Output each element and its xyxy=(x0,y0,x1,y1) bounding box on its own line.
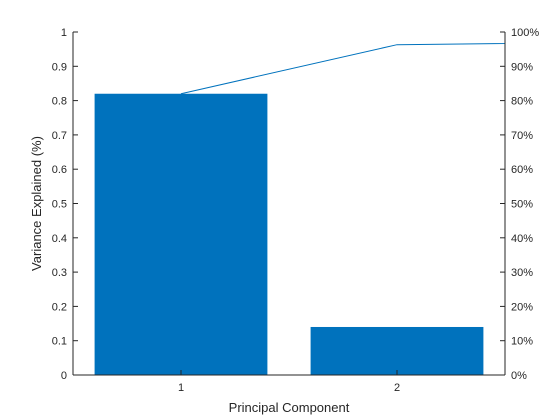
left-tick-label: 0.7 xyxy=(52,130,67,142)
bars-layer xyxy=(94,93,484,376)
bar-1 xyxy=(94,93,268,376)
right-tick-label: 60% xyxy=(511,164,533,176)
left-tick-label: 0.4 xyxy=(52,233,67,245)
x-axis-label: Principal Component xyxy=(229,400,350,415)
right-tick-label: 30% xyxy=(511,267,533,279)
left-tick-label: 0.3 xyxy=(52,267,67,279)
x-tick-label: 1 xyxy=(178,382,184,394)
left-tick-label: 0.2 xyxy=(52,301,67,313)
right-tick-label: 80% xyxy=(511,96,533,108)
x-tick-label: 2 xyxy=(394,382,400,394)
right-tick-label: 90% xyxy=(511,61,533,73)
left-tick-labels: 0 0.1 0.2 0.3 0.4 0.5 0.6 0.7 0.8 0.9 1 xyxy=(52,27,67,382)
right-tick-label: 50% xyxy=(511,199,533,211)
left-tick-label: 0.1 xyxy=(52,336,67,348)
left-tick-label: 1 xyxy=(61,27,67,39)
cumulative-line xyxy=(180,42,505,95)
right-tick-label: 100% xyxy=(511,27,539,39)
right-tick-label: 70% xyxy=(511,130,533,142)
y-axis-label: Variance Explained (%) xyxy=(29,136,44,271)
left-tick-label: 0.6 xyxy=(52,164,67,176)
axes-layer xyxy=(72,31,506,376)
right-tick-labels: 0% 10% 20% 30% 40% 50% 60% 70% 80% 90% 100% xyxy=(511,27,539,382)
left-tick-label: 0 xyxy=(61,370,67,382)
right-tick-label: 20% xyxy=(511,301,533,313)
left-tick-label: 0.8 xyxy=(52,96,67,108)
left-tick-label: 0.5 xyxy=(52,199,67,211)
right-tick-label: 0% xyxy=(511,370,527,382)
left-tick-label: 0.9 xyxy=(52,61,67,73)
right-tick-label: 10% xyxy=(511,336,533,348)
cumulative-line-layer xyxy=(180,42,505,95)
bar-2 xyxy=(310,326,484,375)
right-tick-label: 40% xyxy=(511,233,533,245)
